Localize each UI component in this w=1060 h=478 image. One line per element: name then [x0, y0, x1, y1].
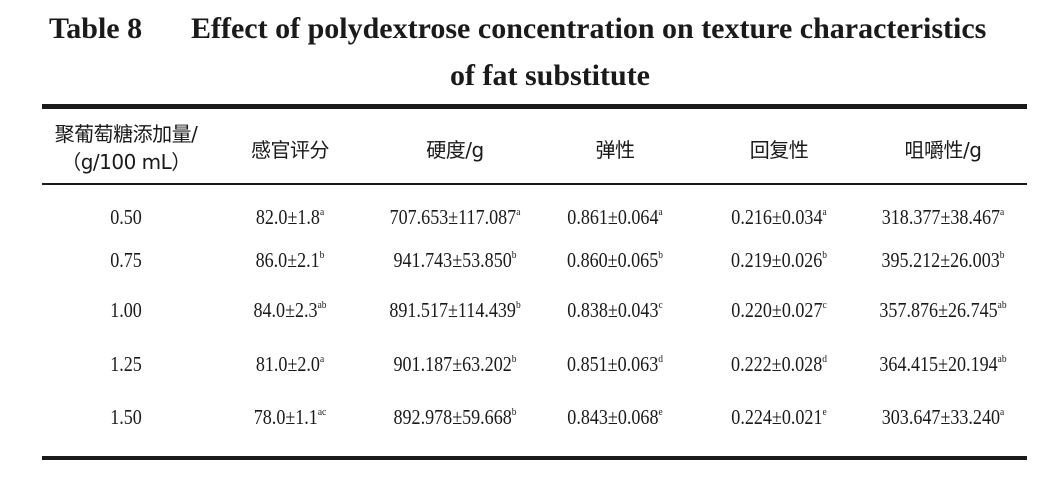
significance-letter: b: [515, 299, 521, 311]
header-concentration-line2: （g/100 mL）: [61, 150, 191, 174]
significance-letter: b: [999, 249, 1005, 261]
significance-letter: a: [319, 206, 325, 218]
table-cell: 395.212±26.003b: [861, 246, 1024, 274]
cell-value: 86.0±2.1: [255, 248, 320, 272]
table-cell: 78.0±1.1ac: [208, 403, 371, 431]
cell-value: 0.222±0.028: [731, 352, 823, 376]
top-rule: [42, 104, 1027, 109]
table-cell: 86.0±2.1b: [208, 246, 371, 274]
table-cell: 357.876±26.745ab: [861, 296, 1024, 324]
significance-letter: b: [511, 249, 517, 261]
table-cell: 941.743±53.850b: [373, 246, 536, 274]
table-cell: 901.187±63.202b: [373, 350, 536, 378]
cell-value: 395.212±26.003: [881, 248, 1000, 272]
cell-concentration: 0.50: [110, 205, 142, 229]
cell-value: 0.861±0.064: [567, 205, 659, 229]
significance-letter: b: [658, 249, 663, 261]
cell-value: 81.0±2.0: [255, 352, 320, 376]
cell-value: 364.415±20.194: [879, 352, 998, 376]
significance-letter: b: [822, 249, 827, 261]
bottom-rule: [42, 456, 1027, 460]
table-title-line1: Effect of polydextrose concentration on …: [191, 12, 987, 45]
table-cell: 0.224±0.021e: [697, 403, 860, 431]
table-cell: 81.0±2.0a: [208, 350, 371, 378]
cell-concentration: 1.25: [110, 352, 142, 376]
significance-letter: a: [1000, 206, 1005, 218]
table-cell: 0.861±0.064a: [533, 203, 696, 231]
table-cell: 0.843±0.068e: [533, 403, 696, 431]
table-cell: 0.851±0.063d: [533, 350, 696, 378]
significance-letter: a: [1000, 406, 1005, 418]
cell-value: 0.219±0.026: [731, 248, 823, 272]
significance-letter: b: [511, 353, 517, 365]
cell-value: 78.0±1.1: [253, 405, 318, 429]
cell-value: 82.0±1.8: [255, 205, 320, 229]
cell-value: 0.220±0.027: [731, 298, 823, 322]
significance-letter: ab: [317, 299, 327, 311]
significance-letter: c: [658, 299, 663, 311]
cell-value: 0.843±0.068: [567, 405, 659, 429]
table-cell: 0.222±0.028d: [697, 350, 860, 378]
table-number: Table 8: [49, 12, 143, 45]
table-cell: 0.219±0.026b: [697, 246, 860, 274]
cell-value: 318.377±38.467: [881, 205, 1001, 229]
header-chewiness: 咀嚼性/g: [904, 138, 982, 162]
cell-value: 0.851±0.063: [567, 352, 659, 376]
header-rule: [42, 183, 1027, 185]
cell-value: 941.743±53.850: [393, 248, 512, 272]
header-sensory-score: 感官评分: [251, 138, 330, 162]
cell-value: 84.0±2.3: [253, 298, 318, 322]
cell-value: 891.517±114.439: [389, 298, 516, 322]
significance-letter: ac: [317, 406, 327, 418]
table-cell: 82.0±1.8a: [208, 203, 371, 231]
table-cell: 707.653±117.087a: [373, 203, 536, 231]
significance-letter: b: [319, 249, 325, 261]
significance-letter: ab: [997, 299, 1007, 311]
table-cell: 364.415±20.194ab: [861, 350, 1024, 378]
significance-letter: b: [511, 406, 517, 418]
significance-letter: ab: [997, 353, 1007, 365]
cell-concentration: 0.75: [110, 248, 142, 272]
table-cell: 0.838±0.043c: [533, 296, 696, 324]
cell-value: 0.216±0.034: [731, 205, 823, 229]
table-cell: 303.647±33.240a: [861, 403, 1024, 431]
table-title-line2: of fat substitute: [450, 59, 650, 92]
significance-letter: d: [658, 353, 663, 365]
cell-value: 892.978±59.668: [393, 405, 512, 429]
cell-value: 901.187±63.202: [393, 352, 512, 376]
significance-letter: e: [658, 406, 663, 418]
table-cell: 892.978±59.668b: [373, 403, 536, 431]
cell-concentration: 1.00: [110, 298, 142, 322]
significance-letter: a: [516, 206, 521, 218]
significance-letter: a: [319, 353, 325, 365]
cell-value: 0.224±0.021: [731, 405, 823, 429]
cell-value: 707.653±117.087: [389, 205, 517, 229]
significance-letter: a: [822, 206, 827, 218]
header-resilience: 回复性: [749, 138, 809, 162]
significance-letter: d: [822, 353, 827, 365]
significance-letter: e: [822, 406, 827, 418]
header-concentration: 聚葡萄糖添加量/ （g/100 mL）: [36, 120, 216, 176]
table-cell: 0.220±0.027c: [697, 296, 860, 324]
significance-letter: a: [658, 206, 663, 218]
header-hardness: 硬度/g: [426, 138, 484, 162]
header-springiness: 弹性: [595, 138, 636, 162]
table-cell: 318.377±38.467a: [861, 203, 1024, 231]
significance-letter: c: [822, 299, 827, 311]
cell-value: 0.838±0.043: [567, 298, 659, 322]
table-cell: 0.860±0.065b: [533, 246, 696, 274]
cell-value: 303.647±33.240: [881, 405, 1001, 429]
table-cell: 891.517±114.439b: [373, 296, 536, 324]
cell-value: 357.876±26.745: [879, 298, 998, 322]
cell-value: 0.860±0.065: [567, 248, 659, 272]
table-cell: 0.216±0.034a: [697, 203, 860, 231]
cell-concentration: 1.50: [110, 405, 142, 429]
header-concentration-line1: 聚葡萄糖添加量/: [54, 122, 198, 146]
table-cell: 84.0±2.3ab: [208, 296, 371, 324]
